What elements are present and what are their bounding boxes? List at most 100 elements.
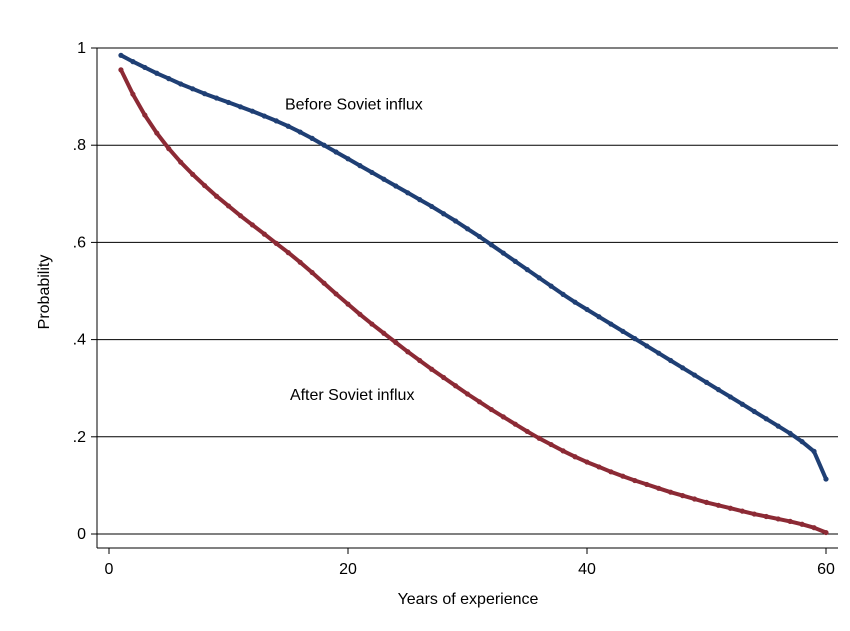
data-point — [680, 493, 686, 499]
data-point — [811, 448, 817, 454]
data-point — [763, 416, 769, 422]
data-point — [273, 118, 279, 124]
y-tick-label: 1 — [77, 40, 86, 57]
data-point — [225, 203, 232, 209]
data-point — [476, 233, 483, 240]
data-point — [166, 76, 172, 82]
data-point — [154, 130, 160, 136]
data-point — [190, 171, 196, 177]
data-point — [656, 350, 662, 356]
data-point — [345, 156, 351, 162]
data-point — [739, 401, 745, 407]
y-axis-label: Probability — [36, 255, 53, 330]
data-point — [213, 95, 220, 101]
data-point — [381, 176, 387, 182]
data-point — [249, 108, 255, 114]
annotation-before-soviet-influx: Before Soviet influx — [285, 96, 423, 113]
data-point — [285, 123, 291, 129]
data-point — [739, 508, 745, 514]
annotation-after-soviet-influx: After Soviet influx — [290, 387, 415, 404]
data-point — [405, 349, 411, 355]
data-point — [417, 197, 423, 203]
data-point — [763, 513, 769, 520]
data-point — [405, 190, 411, 196]
data-point — [608, 469, 614, 475]
data-point — [333, 291, 339, 297]
data-point — [118, 52, 124, 58]
x-axis-label: Years of experience — [398, 591, 539, 608]
data-point — [178, 81, 184, 87]
data-point — [715, 502, 722, 508]
data-point — [632, 477, 638, 484]
data-point — [202, 182, 208, 189]
data-point — [488, 242, 494, 248]
data-point — [596, 314, 602, 320]
y-tick-label: .4 — [73, 332, 86, 349]
data-point — [357, 311, 363, 317]
data-point — [775, 516, 781, 522]
data-point — [249, 222, 255, 228]
data-point — [118, 67, 124, 73]
data-point — [488, 406, 494, 413]
data-point — [787, 518, 793, 524]
data-point — [560, 291, 566, 298]
data-point — [548, 441, 554, 448]
data-point — [727, 505, 734, 511]
data-point — [225, 99, 232, 106]
data-point — [691, 496, 698, 502]
data-point — [333, 149, 339, 155]
data-point — [596, 464, 602, 470]
data-point — [799, 439, 805, 445]
data-point — [154, 70, 160, 76]
data-point — [345, 301, 351, 307]
ticks: 0 .2 .4 .6 .8 1 0 20 40 60 — [73, 40, 835, 578]
data-point — [309, 269, 315, 276]
data-point — [727, 394, 734, 400]
data-point — [644, 343, 650, 349]
data-point — [656, 485, 662, 491]
data-point — [429, 203, 435, 210]
x-tick-label: 20 — [339, 561, 357, 578]
y-tick-label: .8 — [73, 137, 86, 154]
data-point — [464, 391, 471, 397]
data-point — [309, 135, 315, 141]
data-point — [703, 379, 710, 385]
data-point — [512, 258, 518, 264]
data-point — [584, 459, 590, 465]
data-point — [393, 183, 399, 189]
data-point — [441, 211, 447, 217]
x-tick-label: 60 — [817, 561, 835, 578]
data-point — [130, 59, 136, 65]
y-tick-label: 0 — [77, 526, 86, 543]
data-point — [703, 499, 710, 506]
data-point — [608, 321, 614, 327]
data-point — [452, 218, 459, 224]
data-point — [500, 250, 506, 256]
data-point — [166, 146, 172, 152]
data-point — [524, 428, 530, 435]
data-point — [441, 374, 447, 381]
data-point — [524, 267, 530, 273]
data-point — [680, 365, 686, 371]
data-point — [285, 250, 291, 256]
data-point — [691, 372, 698, 378]
data-point — [297, 129, 303, 135]
y-tick-label: .2 — [73, 429, 86, 446]
data-point — [452, 383, 459, 389]
data-point — [237, 104, 244, 110]
data-point — [297, 259, 303, 265]
data-point — [572, 299, 578, 305]
axes — [96, 48, 838, 549]
data-point — [393, 339, 399, 346]
data-point — [632, 336, 638, 342]
data-point — [261, 113, 267, 119]
data-point — [464, 226, 471, 232]
x-tick-label: 0 — [105, 561, 114, 578]
data-point — [775, 423, 781, 429]
data-point — [213, 193, 220, 199]
data-point — [381, 330, 387, 336]
data-point — [357, 163, 363, 169]
